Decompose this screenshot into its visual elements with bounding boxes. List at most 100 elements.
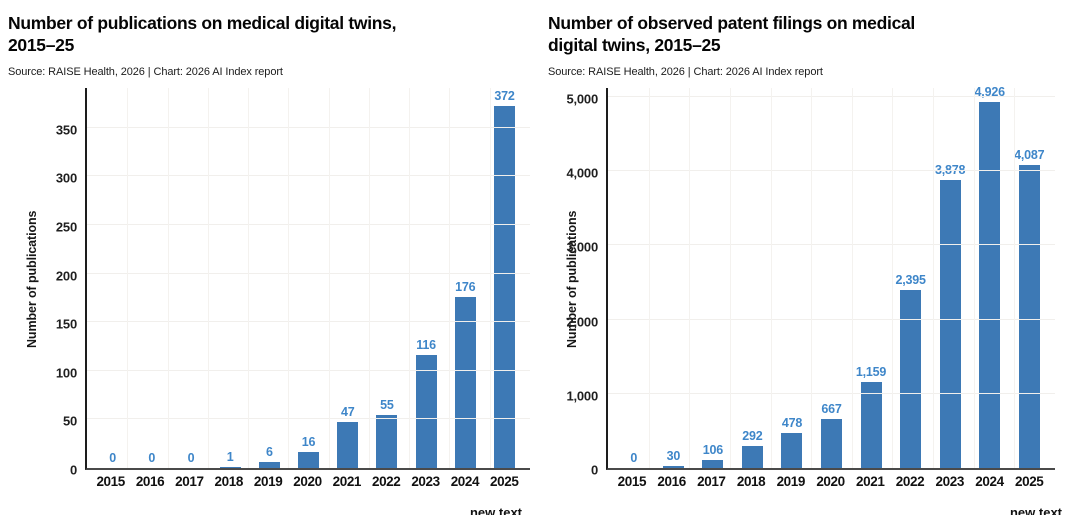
y-axis-tick-label: 1,000: [566, 388, 598, 404]
horizontal-gridline: [608, 244, 1055, 246]
bar-column: 4,926: [970, 85, 1010, 468]
horizontal-gridline: [87, 224, 530, 226]
x-axis-tick-label: 2015: [617, 474, 647, 489]
horizontal-gridline: [608, 392, 1055, 394]
bar-value-label: 55: [380, 397, 394, 412]
y-axis-tick-label: 4,000: [566, 165, 598, 181]
vertical-gridline: [167, 88, 169, 468]
vertical-gridline: [288, 88, 290, 468]
bar-column: 4,087: [1009, 148, 1049, 468]
bar-value-label: 372: [494, 89, 515, 104]
bar-column: 0: [132, 451, 171, 468]
bar-value-label: 0: [187, 451, 195, 465]
bar-value-label: 47: [340, 405, 355, 420]
bar-column: 106: [693, 443, 733, 468]
vertical-gridline: [770, 88, 772, 468]
vertical-gridline: [648, 88, 650, 468]
bar-column: 2,395: [891, 273, 931, 468]
x-axis-tick-label: 2015: [96, 474, 125, 489]
bar: [415, 355, 437, 468]
bar-value-label: 6: [265, 445, 273, 460]
vertical-gridline: [207, 88, 209, 468]
vertical-gridline: [933, 88, 935, 468]
publications-chart-panel: Number of publications on medical digita…: [0, 13, 530, 515]
bar-column: 176: [446, 280, 485, 468]
bar-column: 1,159: [851, 365, 891, 468]
bar-value-label: 667: [821, 401, 842, 416]
x-axis-tick-label: 2024: [450, 474, 480, 489]
bar-column: 30: [654, 449, 694, 468]
x-axis-tick-label: 2023: [935, 474, 965, 489]
x-axis-tick-label: 2016: [657, 474, 686, 489]
vertical-gridline: [368, 88, 370, 468]
plot-area: 0 0 0 1 6 16 47 55 116 176 372: [85, 88, 530, 470]
vertical-gridline: [328, 88, 330, 468]
x-axis-tick-label: 2017: [697, 474, 726, 489]
bar-column: 478: [772, 416, 812, 468]
y-axis-tick-label: 100: [55, 365, 77, 381]
cutoff-text: new text: [1009, 505, 1062, 515]
vertical-gridline: [449, 88, 451, 468]
x-axis-tick-label: 2024: [975, 474, 1004, 489]
bar-value-label: 176: [455, 279, 476, 294]
bar: [298, 452, 320, 468]
y-axis-tick-label: 300: [55, 170, 77, 186]
y-axis-tick-label: 200: [55, 268, 77, 284]
horizontal-gridline: [87, 418, 530, 420]
bar-value-label: 478: [781, 415, 803, 430]
horizontal-gridline: [87, 321, 530, 323]
y-axis-tick-label: 0: [69, 462, 77, 478]
bar-value-label: 4,926: [974, 85, 1005, 100]
cutoff-text: new text: [469, 505, 522, 515]
horizontal-gridline: [608, 318, 1055, 320]
bar-column: 372: [485, 89, 524, 468]
vertical-gridline: [689, 88, 691, 468]
bar-value-label: 1,159: [855, 364, 887, 379]
bar: [376, 414, 398, 468]
bar-value-label: 1: [226, 450, 234, 465]
patent-filings-chart-panel: Number of observed patent filings on med…: [540, 0, 1080, 515]
chart-title-line1: Number of publications on medical digita…: [8, 13, 397, 33]
x-axis-tick-label: 2018: [736, 474, 766, 489]
y-axis-tick-label: 3,000: [566, 239, 598, 255]
bar: [741, 446, 763, 468]
horizontal-gridline: [608, 95, 1055, 97]
bar-column: 116: [407, 338, 446, 468]
bar-column: 3,878: [930, 163, 970, 468]
y-axis-tick-labels: 0 50 100 150 200 250 300 350: [0, 88, 77, 477]
bar-value-label: 0: [148, 451, 156, 465]
bar-column: 0: [614, 451, 654, 468]
x-axis-tick-label: 2021: [332, 474, 362, 489]
y-axis-tick-label: 50: [62, 413, 77, 429]
x-axis-tick-label: 2025: [490, 474, 519, 489]
horizontal-gridline: [87, 369, 530, 371]
x-axis-tick-label: 2023: [411, 474, 440, 489]
x-axis-tick-label: 2019: [776, 474, 806, 489]
bar-value-label: 30: [666, 448, 681, 463]
plot-area: 0 30 106 292 478 667 1,159 2,395 3,878 4,926 4,087: [606, 85, 1055, 470]
x-axis-tick-labels: 2015 2016 2017 2018 2019 2020 2021 2022 2023 2024…: [606, 474, 1055, 489]
bar: [979, 102, 1001, 468]
bar: [939, 180, 961, 468]
y-axis-tick-label: 250: [55, 219, 77, 235]
horizontal-gridline: [608, 170, 1055, 172]
bar-column: 6: [250, 445, 289, 468]
bar-column: 1: [211, 450, 250, 468]
bar-column: 667: [812, 401, 852, 468]
bar-value-label: 0: [109, 451, 116, 465]
bar: [900, 290, 922, 468]
x-axis-tick-label: 2025: [1014, 474, 1044, 489]
bar-series: 0 0 0 1 6 16 47 55 116 176 372: [87, 88, 530, 468]
bar: [781, 432, 803, 468]
bar: [493, 106, 515, 468]
x-axis-tick-label: 2020: [816, 474, 845, 489]
y-axis-tick-label: 350: [55, 122, 77, 138]
bar: [702, 460, 724, 468]
x-axis-tick-label: 2016: [135, 474, 165, 489]
chart-source-credit: Source: RAISE Health, 2026 | Chart: 2026…: [8, 66, 283, 78]
x-axis-tick-labels: 2015 2016 2017 2018 2019 2020 2021 2022 2023 2024…: [85, 474, 530, 489]
vertical-gridline: [409, 88, 411, 468]
bar-column: 55: [367, 398, 406, 468]
vertical-gridline: [489, 88, 491, 468]
x-axis-tick-label: 2022: [371, 474, 401, 489]
